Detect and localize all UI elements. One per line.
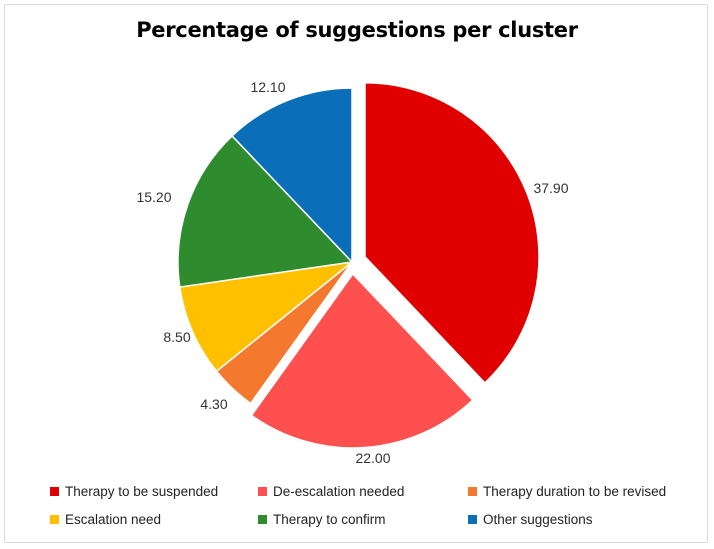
pie-slice-other-suggestions bbox=[231, 87, 353, 264]
legend-item: Other suggestions bbox=[468, 512, 593, 527]
pie-slices bbox=[177, 82, 540, 449]
legend-label: Therapy to be suspended bbox=[65, 484, 219, 499]
legend-label: Escalation need bbox=[65, 512, 162, 527]
pie-value-label: 12.10 bbox=[250, 79, 285, 95]
legend-label: Other suggestions bbox=[483, 512, 593, 527]
pie-value-label: 4.30 bbox=[200, 396, 227, 412]
legend-swatch bbox=[258, 515, 267, 524]
pie-value-label: 37.90 bbox=[533, 180, 568, 196]
legend-item: Therapy to confirm bbox=[258, 512, 386, 527]
legend-label: Therapy to confirm bbox=[273, 512, 386, 527]
legend-swatch bbox=[468, 487, 477, 496]
pie-slice-therapy-to-be-suspended bbox=[364, 82, 540, 384]
pie-value-label: 22.00 bbox=[355, 450, 390, 466]
legend-item: Therapy duration to be revised bbox=[468, 484, 666, 499]
legend-label: Therapy duration to be revised bbox=[483, 484, 667, 499]
chart-frame bbox=[4, 4, 708, 543]
legend-swatch bbox=[258, 487, 267, 496]
legend-swatch bbox=[50, 515, 59, 524]
legend-item: Escalation need bbox=[50, 512, 161, 527]
legend-item: Therapy to be suspended bbox=[50, 484, 218, 499]
chart-title: Percentage of suggestions per cluster bbox=[136, 18, 578, 42]
pie-slice-therapy-to-confirm bbox=[177, 134, 354, 288]
legend-swatch bbox=[50, 487, 59, 496]
pie-value-label: 8.50 bbox=[163, 329, 190, 345]
pie-slice-de-escalation-needed bbox=[250, 272, 474, 449]
legend-swatch bbox=[468, 515, 477, 524]
legend-item: De-escalation needed bbox=[258, 484, 404, 499]
pie-slice-escalation-need bbox=[178, 260, 355, 373]
legend-label: De-escalation needed bbox=[273, 484, 405, 499]
pie-value-label: 15.20 bbox=[136, 189, 171, 205]
pie-value-labels: 37.90 22.00 4.30 8.50 15.20 12.10 bbox=[136, 79, 568, 466]
